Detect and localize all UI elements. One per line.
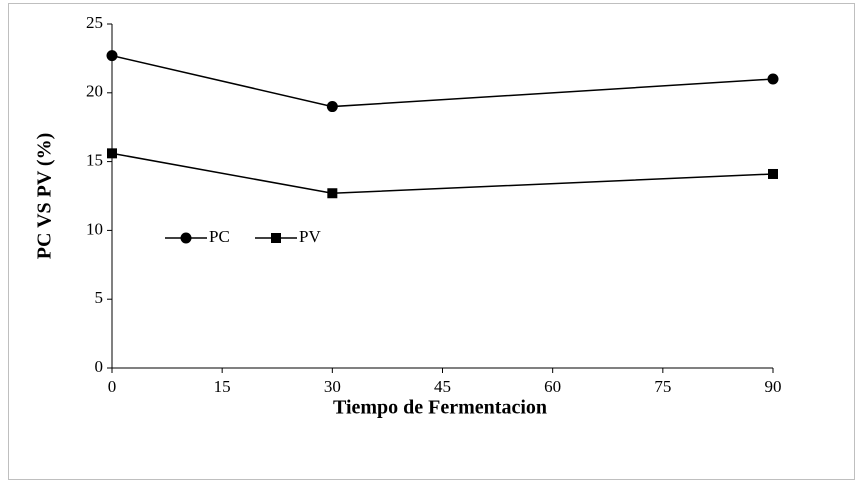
x-tick-label: 60 xyxy=(544,377,561,396)
point xyxy=(106,50,118,62)
y-tick-label: 15 xyxy=(86,151,103,170)
series-line xyxy=(111,54,774,108)
y-tick-label: 5 xyxy=(95,288,104,307)
point xyxy=(768,168,778,179)
y-tick-label: 20 xyxy=(86,82,103,101)
point xyxy=(107,148,117,159)
x-tick-label: 0 xyxy=(108,377,117,396)
legend-marker xyxy=(180,232,192,244)
legend-label: PV xyxy=(299,227,321,246)
point xyxy=(767,73,779,85)
chart-frame xyxy=(8,3,855,480)
x-tick-label: 90 xyxy=(765,377,782,396)
legend-label: PC xyxy=(209,227,230,246)
y-tick-label: 0 xyxy=(95,357,104,376)
point xyxy=(326,101,338,113)
series-line xyxy=(111,152,774,195)
y-axis-label: PC VS PV (%) xyxy=(34,133,56,259)
point xyxy=(327,188,338,199)
x-tick-label: 30 xyxy=(324,377,341,396)
x-tick-label: 75 xyxy=(654,377,671,396)
y-tick-label: 25 xyxy=(86,13,103,32)
y-tick-label: 10 xyxy=(86,219,103,238)
x-tick-label: 15 xyxy=(214,377,231,396)
legend-marker xyxy=(271,233,281,243)
x-tick-label: 45 xyxy=(434,377,451,396)
x-axis-label: Tiempo de Fermentacion xyxy=(333,397,547,419)
